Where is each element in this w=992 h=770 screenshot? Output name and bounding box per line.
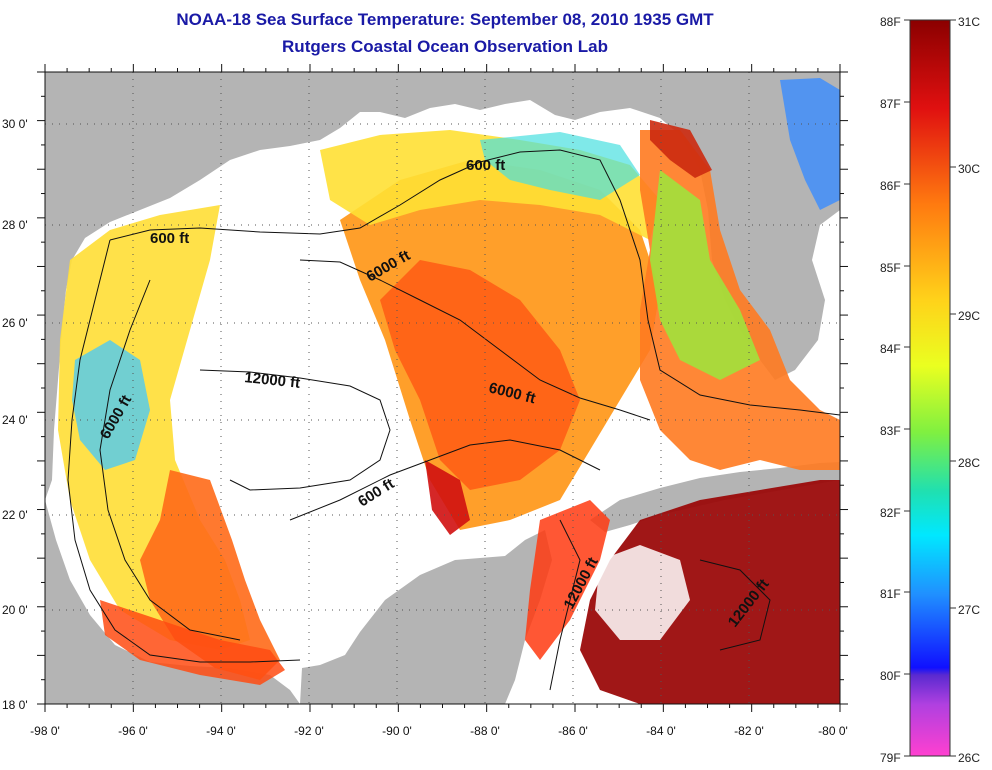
sst-west-cool bbox=[72, 340, 150, 470]
map-title: NOAA-18 Sea Surface Temperature: Septemb… bbox=[176, 10, 714, 29]
colorbar-ticks bbox=[904, 19, 956, 757]
x-tick-label: -82 0' bbox=[734, 724, 764, 738]
x-tick-label: -94 0' bbox=[206, 724, 236, 738]
x-axis-labels: -98 0' -96 0' -94 0' -92 0' -90 0' -88 0… bbox=[30, 724, 848, 738]
sst-caribbean-gaps bbox=[595, 545, 690, 640]
land-north-america bbox=[45, 72, 840, 500]
map-subtitle: Rutgers Coastal Ocean Observation Lab bbox=[282, 37, 608, 56]
y-tick-label: 20 0' bbox=[2, 603, 28, 617]
land-cuba bbox=[590, 462, 840, 532]
celsius-label: 29C bbox=[958, 309, 980, 323]
celsius-label: 31C bbox=[958, 15, 980, 29]
graticule bbox=[45, 72, 840, 704]
contour-label: 600 ft bbox=[466, 157, 505, 174]
temperature-colorbar: 88F 87F 86F 85F 84F 83F 82F 81F 80F 79F … bbox=[880, 15, 980, 765]
x-tick-label: -86 0' bbox=[558, 724, 588, 738]
y-tick-label: 18 0' bbox=[2, 698, 28, 712]
sst-bay-campeche bbox=[100, 600, 285, 685]
contour-12000ft bbox=[199, 369, 391, 491]
contour-label: 12000 ft bbox=[244, 369, 301, 392]
fahrenheit-label: 86F bbox=[880, 179, 901, 193]
land-mexico bbox=[45, 500, 300, 704]
x-tick-label: -90 0' bbox=[382, 724, 412, 738]
celsius-label: 27C bbox=[958, 603, 980, 617]
sst-hot-central bbox=[380, 260, 580, 490]
x-tick-label: -84 0' bbox=[646, 724, 676, 738]
y-axis-labels: 30 0' 28 0' 26 0' 24 0' 22 0' 20 0' 18 0… bbox=[2, 117, 28, 712]
contour-600ft-west bbox=[67, 239, 301, 663]
celsius-label: 28C bbox=[958, 456, 980, 470]
fahrenheit-label: 80F bbox=[880, 669, 901, 683]
contour-6000ft-central bbox=[299, 259, 651, 421]
celsius-label: 30C bbox=[958, 162, 980, 176]
fahrenheit-label: 87F bbox=[880, 97, 901, 111]
y-tick-label: 22 0' bbox=[2, 508, 28, 522]
contour-label: 600 ft bbox=[150, 230, 189, 247]
sst-cyan-north bbox=[480, 132, 640, 200]
fahrenheit-label: 82F bbox=[880, 506, 901, 520]
contour-6000ft-west bbox=[99, 279, 241, 641]
sst-hot-panhandle bbox=[650, 120, 712, 178]
sst-map: 600 ft 600 ft 6000 ft 12000 ft 6000 ft 6… bbox=[2, 64, 848, 738]
y-tick-label: 26 0' bbox=[2, 316, 28, 330]
sst-caribbean-hot bbox=[580, 480, 840, 704]
sst-atlantic-cool bbox=[780, 78, 840, 210]
x-tick-label: -96 0' bbox=[118, 724, 148, 738]
x-tick-label: -88 0' bbox=[470, 724, 500, 738]
colorbar-gradient bbox=[909, 19, 951, 757]
fahrenheit-label: 88F bbox=[880, 15, 901, 29]
contour-caribbean bbox=[549, 519, 771, 691]
y-tick-label: 28 0' bbox=[2, 218, 28, 232]
x-tick-label: -92 0' bbox=[294, 724, 324, 738]
fahrenheit-label: 85F bbox=[880, 261, 901, 275]
contour-600ft-yucatan bbox=[289, 439, 601, 521]
x-tick-label: -98 0' bbox=[30, 724, 60, 738]
y-tick-label: 24 0' bbox=[2, 413, 28, 427]
land-yucatan bbox=[300, 530, 552, 704]
y-tick-label: 30 0' bbox=[2, 117, 28, 131]
x-tick-label: -80 0' bbox=[818, 724, 848, 738]
colorbar-celsius-labels: 31C 30C 29C 28C 27C 26C bbox=[958, 15, 980, 765]
celsius-label: 26C bbox=[958, 751, 980, 765]
contour-600ft-north bbox=[109, 149, 840, 416]
tick-marks bbox=[37, 64, 848, 712]
sst-yucatan-channel bbox=[525, 500, 610, 660]
sst-green-shelf bbox=[650, 170, 760, 380]
fahrenheit-label: 79F bbox=[880, 751, 901, 765]
fahrenheit-label: 83F bbox=[880, 424, 901, 438]
sst-loop-hot bbox=[425, 460, 470, 535]
colorbar-fahrenheit-labels: 88F 87F 86F 85F 84F 83F 82F 81F 80F 79F bbox=[880, 15, 901, 765]
fahrenheit-label: 81F bbox=[880, 587, 901, 601]
fahrenheit-label: 84F bbox=[880, 342, 901, 356]
